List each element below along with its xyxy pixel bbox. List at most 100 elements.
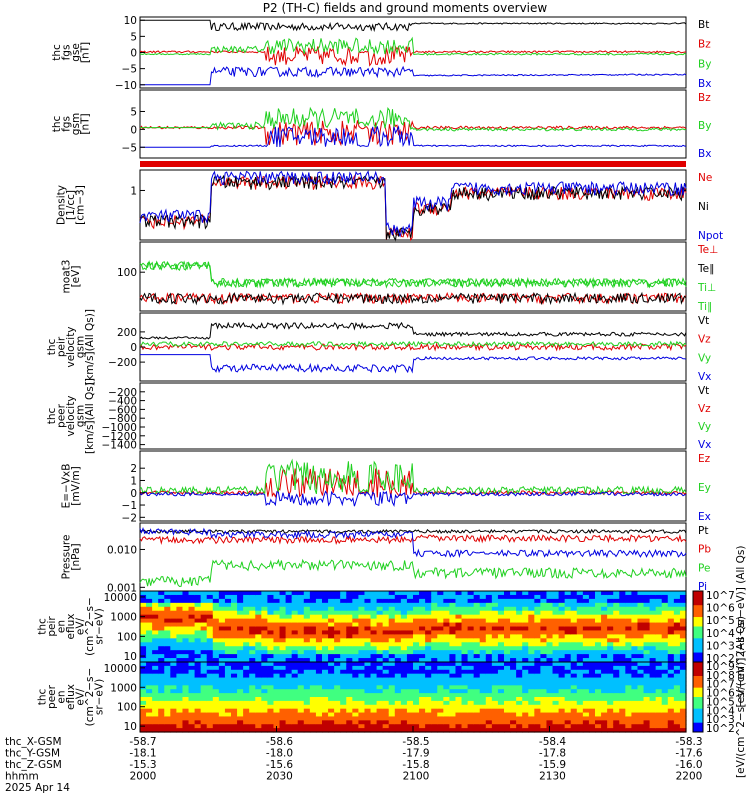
spectrogram-cell bbox=[328, 662, 335, 667]
spectrogram-cell bbox=[406, 591, 414, 596]
spectrogram-cell bbox=[388, 614, 396, 620]
spectrogram-cell bbox=[315, 650, 323, 655]
spectrogram-cell bbox=[273, 669, 281, 675]
spectrogram-cell bbox=[328, 630, 335, 635]
spectrogram-cell bbox=[206, 591, 214, 596]
spectrogram-cell bbox=[164, 610, 171, 616]
spectrogram-cell bbox=[649, 697, 657, 702]
spectrogram-cell bbox=[637, 728, 645, 733]
spectrogram-cell bbox=[413, 697, 420, 702]
spectrogram-cell bbox=[206, 618, 214, 624]
spectrogram-cell bbox=[661, 720, 669, 725]
spectrogram-cell bbox=[546, 642, 554, 647]
legend-Pt: Pt bbox=[698, 525, 708, 537]
spectrogram-cell bbox=[522, 700, 529, 706]
spectrogram-cell bbox=[188, 724, 196, 729]
spectrogram-cell bbox=[552, 700, 560, 706]
spectrogram-cell bbox=[443, 716, 450, 721]
spectrogram-cell bbox=[334, 622, 341, 628]
spectrogram-cell bbox=[619, 681, 626, 686]
spectrogram-cell bbox=[358, 658, 366, 663]
spectrogram-cell bbox=[643, 665, 651, 671]
spectrogram-cell bbox=[637, 606, 645, 612]
spectrogram-cell bbox=[497, 610, 505, 616]
spectrogram-cell bbox=[534, 700, 541, 706]
spectrogram-cell bbox=[679, 630, 687, 635]
spectrogram-cell bbox=[267, 712, 275, 718]
spectrogram-cell bbox=[394, 708, 402, 714]
spectrogram-cell bbox=[224, 610, 232, 616]
spectrogram-cell bbox=[279, 658, 287, 663]
spectrogram-cell bbox=[461, 658, 469, 663]
spectrogram-cell bbox=[467, 594, 475, 600]
y-tick-label: 0.010 bbox=[107, 544, 137, 556]
spectrogram-cell bbox=[243, 594, 250, 600]
spectrogram-cell bbox=[667, 594, 675, 600]
spectrogram-cell bbox=[334, 658, 341, 663]
spectrogram-cell bbox=[376, 642, 384, 647]
panel-peer_velocity: VtVzVyVx−200−400−600−800−1000−1200−1400t… bbox=[46, 378, 711, 454]
spectrogram-cell bbox=[673, 658, 681, 663]
spectrogram-cell bbox=[613, 650, 620, 655]
spectrogram-cell bbox=[534, 598, 541, 604]
spectrogram-cell bbox=[570, 685, 578, 690]
spectrogram-cell bbox=[406, 685, 414, 690]
spectrogram-cell bbox=[504, 677, 511, 683]
spectrogram-cell bbox=[516, 602, 523, 608]
spectrogram-cell bbox=[224, 669, 232, 675]
spectrogram-cell bbox=[437, 700, 444, 706]
spectrogram-cell bbox=[364, 602, 372, 608]
spectrogram-cell bbox=[267, 646, 275, 651]
spectrogram-cell bbox=[540, 610, 548, 616]
spectrogram-cell bbox=[625, 610, 632, 616]
spectrogram-cell bbox=[400, 720, 408, 725]
spectrogram-cell bbox=[601, 685, 608, 690]
spectrogram-cell bbox=[570, 630, 578, 635]
spectrogram-cell bbox=[182, 724, 190, 729]
spectrogram-cell bbox=[322, 591, 329, 596]
spectrogram-cell bbox=[643, 622, 651, 628]
spectrogram-cell bbox=[358, 646, 366, 651]
spectrogram-cell bbox=[613, 622, 620, 628]
spectrogram-cell bbox=[285, 689, 293, 694]
legend-Vx: Vx bbox=[698, 371, 711, 383]
spectrogram-cell bbox=[558, 618, 566, 624]
spectrogram-cell bbox=[679, 720, 687, 725]
spectrogram-cell bbox=[673, 602, 681, 608]
spectrogram-cell bbox=[479, 716, 487, 721]
spectrogram-cell bbox=[194, 669, 202, 675]
spectrogram-cell bbox=[528, 606, 535, 612]
spectrogram-cell bbox=[273, 602, 281, 608]
y-tick-label: −2 bbox=[122, 512, 137, 524]
spectrogram-cell bbox=[413, 662, 420, 667]
spectrogram-cell bbox=[152, 626, 159, 632]
spectrogram-cell bbox=[613, 594, 620, 600]
spectrogram-cell bbox=[388, 642, 396, 647]
spectrogram-cell bbox=[649, 630, 657, 635]
colorbar-cell bbox=[693, 697, 703, 700]
legend-Vy: Vy bbox=[698, 421, 711, 433]
spectrogram-cell bbox=[437, 720, 444, 725]
spectrogram-cell bbox=[206, 658, 214, 663]
spectrogram-cell bbox=[158, 693, 165, 698]
spectrogram-cell bbox=[425, 720, 432, 725]
spectrogram-cell bbox=[303, 665, 311, 671]
spectrogram-cell bbox=[485, 634, 493, 639]
y-axis-label: eflux bbox=[65, 684, 77, 710]
spectrogram-cell bbox=[582, 658, 590, 663]
spectrogram-cell bbox=[425, 634, 432, 639]
spectrogram-cell bbox=[461, 693, 469, 698]
spectrogram-cell bbox=[643, 618, 651, 624]
colorbar-cell bbox=[693, 678, 703, 682]
spectrogram-cell bbox=[158, 669, 165, 675]
spectrogram-cell bbox=[516, 614, 523, 620]
spectrogram-cell bbox=[297, 630, 305, 635]
spectrogram-cell bbox=[231, 618, 238, 624]
spectrogram-cell bbox=[595, 646, 602, 651]
spectrogram-cell bbox=[158, 642, 165, 647]
spectrogram-cell bbox=[607, 677, 614, 683]
spectrogram-cell bbox=[655, 700, 663, 706]
spectrogram-cell bbox=[237, 673, 244, 679]
spectrogram-cell bbox=[382, 614, 390, 620]
